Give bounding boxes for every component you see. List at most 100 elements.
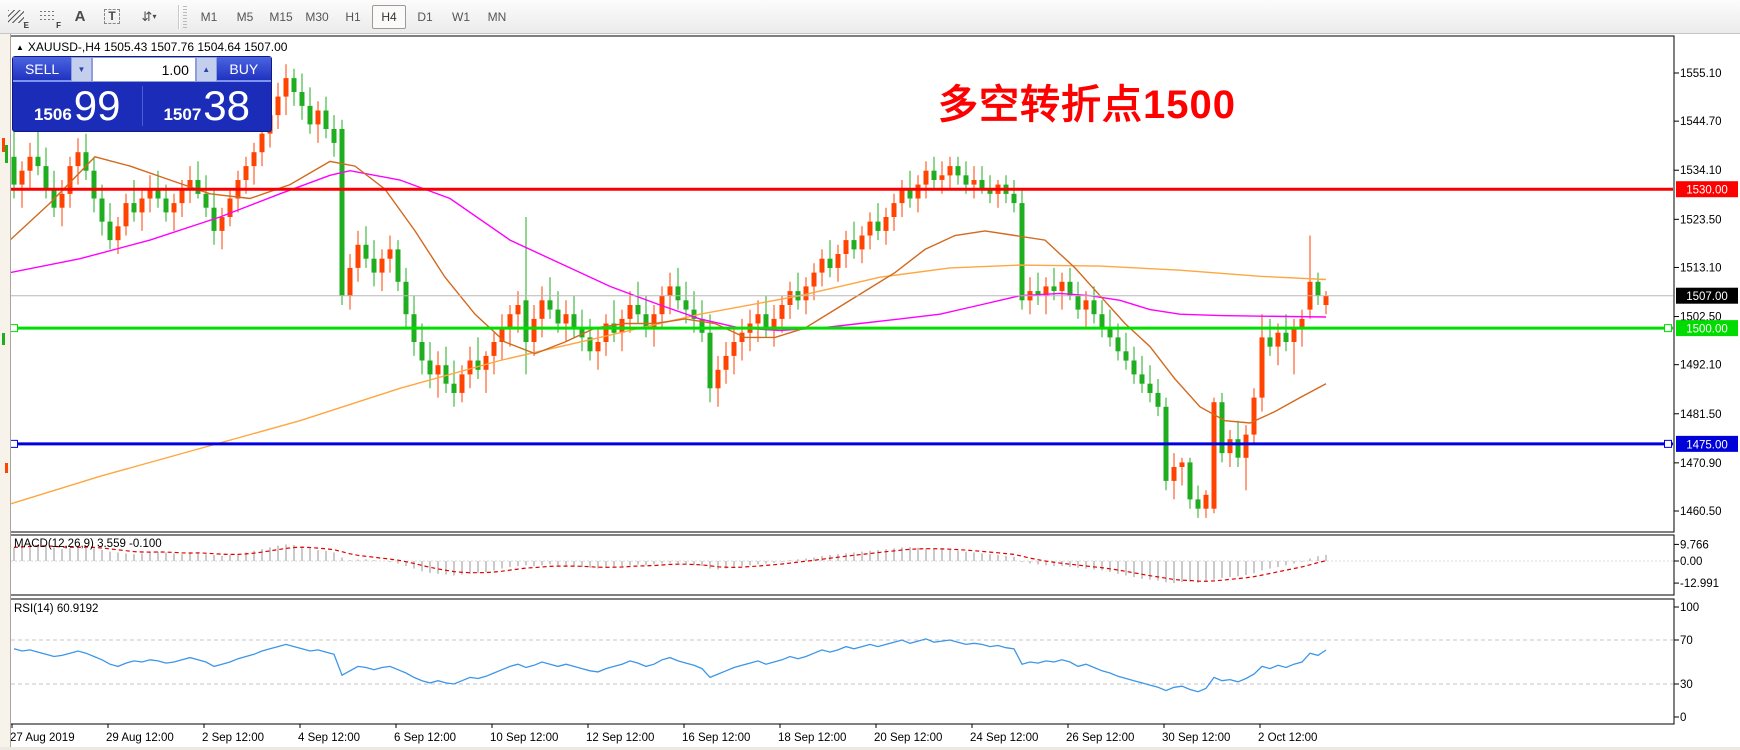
candle-down: [299, 92, 305, 106]
candle-up: [619, 318, 625, 333]
volume-decrease-button[interactable]: ▼: [71, 57, 92, 82]
letter-a-glyph: A: [74, 8, 86, 25]
arrows-glyph: ⇵: [141, 8, 153, 24]
macd-axis-label: 9.766: [1680, 539, 1709, 551]
candle-up: [243, 166, 249, 180]
candle-up: [939, 175, 945, 180]
candle-up: [75, 152, 81, 167]
timeframe-button-m1[interactable]: M1: [200, 9, 218, 24]
equidistant-channel-icon[interactable]: E: [1, 4, 31, 30]
candle-up: [723, 355, 729, 370]
candle-down: [683, 300, 689, 310]
candle-up: [1323, 295, 1329, 305]
candle-down: [403, 281, 409, 315]
candle-down: [323, 110, 329, 129]
candle-up: [947, 166, 953, 176]
timeframe-button-m30[interactable]: M30: [305, 9, 329, 24]
candle-up: [147, 189, 153, 199]
time-axis-label: 30 Sep 12:00: [1162, 732, 1230, 744]
text-label-icon[interactable]: A: [65, 4, 95, 30]
candle-down: [83, 152, 89, 171]
text-tool-icon[interactable]: T: [97, 4, 127, 30]
timeframe-button-mn[interactable]: MN: [487, 9, 507, 24]
macd-axis-label: -12.991: [1680, 578, 1719, 590]
rsi-pane[interactable]: [9, 598, 1675, 725]
candle-up: [667, 286, 673, 296]
hline-handle[interactable]: [11, 439, 18, 448]
tool-sub-label: F: [56, 20, 61, 30]
candle-down: [331, 129, 337, 143]
arrow-tools-icon[interactable]: ⇵ ▾: [129, 4, 169, 30]
candle-up: [27, 156, 33, 171]
buy-button[interactable]: BUY: [216, 57, 271, 82]
price-axis-label: 1513.10: [1680, 262, 1722, 274]
chevron-down-icon: ▾: [152, 12, 157, 21]
price-chip-1500: [1676, 320, 1738, 337]
sell-price-quote[interactable]: 1506 99: [13, 85, 142, 127]
candle-up: [1083, 300, 1089, 310]
candle-down: [707, 332, 713, 389]
candle-up: [459, 374, 465, 393]
fibonacci-retracement-icon[interactable]: F: [33, 4, 63, 30]
candle-up: [491, 342, 497, 356]
main-chart-pane[interactable]: [9, 35, 1675, 533]
candle-down: [1187, 462, 1193, 500]
time-axis-label: 20 Sep 12:00: [874, 732, 942, 744]
collapse-triangle-icon[interactable]: ▲: [16, 43, 24, 52]
pane-divider[interactable]: [10, 595, 1674, 599]
candle-down: [131, 203, 137, 213]
time-axis-label: 24 Sep 12:00: [970, 732, 1038, 744]
hline-handle[interactable]: [1664, 439, 1672, 448]
candle-up: [715, 369, 721, 389]
rsi-indicator-label: RSI(14) 60.9192: [14, 603, 98, 615]
hline-handle[interactable]: [11, 324, 18, 333]
price-chip-1475: [1676, 435, 1738, 452]
symbol-ohlc-text: XAUUSD-,H4 1505.43 1507.76 1504.64 1507.…: [27, 40, 288, 54]
time-axis-label: 10 Sep 12:00: [490, 732, 558, 744]
pane-divider[interactable]: [10, 532, 1674, 535]
main-plot-group: [11, 64, 1673, 518]
volume-input[interactable]: [91, 57, 196, 82]
candle-up: [1059, 281, 1065, 292]
toolbar: E F A T ⇵ ▾ M1 M5 M15 M30 H1 H4 D1 W1 MN: [0, 0, 1740, 34]
timeframe-button-d1[interactable]: D1: [417, 9, 433, 24]
candle-down: [371, 258, 377, 273]
buy-price-quote[interactable]: 1507 38: [143, 85, 272, 127]
candle-down: [1091, 300, 1097, 315]
price-axis-label: 1481.50: [1680, 409, 1722, 421]
macd-pane[interactable]: [9, 534, 1675, 596]
timeframe-button-h1[interactable]: H1: [345, 9, 361, 24]
time-axis-label: 29 Aug 12:00: [106, 732, 174, 744]
timeframe-button-m5[interactable]: M5: [236, 9, 254, 24]
candle-up: [891, 203, 897, 217]
candle-up: [123, 203, 129, 227]
candle-down: [1131, 360, 1137, 375]
candle-up: [1203, 494, 1209, 509]
sliver-mark: [5, 463, 8, 473]
candle-down: [1147, 383, 1153, 393]
sell-button[interactable]: SELL: [13, 57, 72, 82]
candle-up: [603, 323, 609, 342]
timeframe-button-m15[interactable]: M15: [269, 9, 293, 24]
candle-down: [635, 305, 641, 315]
hline-handle[interactable]: [1664, 324, 1672, 333]
candle-down: [91, 170, 97, 199]
candle-up: [227, 198, 233, 217]
candle-down: [451, 383, 457, 393]
toolbar-grip[interactable]: [183, 5, 187, 28]
timeframe-button-w1[interactable]: W1: [452, 9, 470, 24]
timeframe-button-h4[interactable]: H4: [372, 4, 406, 29]
candle-down: [1235, 439, 1241, 458]
volume-increase-button[interactable]: ▲: [195, 57, 217, 82]
candle-up: [67, 166, 73, 194]
candle-up: [595, 342, 601, 352]
candle-up: [171, 203, 177, 213]
toolbar-separator: [178, 4, 179, 29]
candle-up: [115, 226, 121, 241]
price-axis-label: 1534.10: [1680, 165, 1722, 177]
time-axis-label: 6 Sep 12:00: [394, 732, 456, 744]
price-axis-label: 1492.10: [1680, 360, 1722, 372]
candle-down: [1139, 374, 1145, 384]
candle-down: [1155, 392, 1161, 407]
